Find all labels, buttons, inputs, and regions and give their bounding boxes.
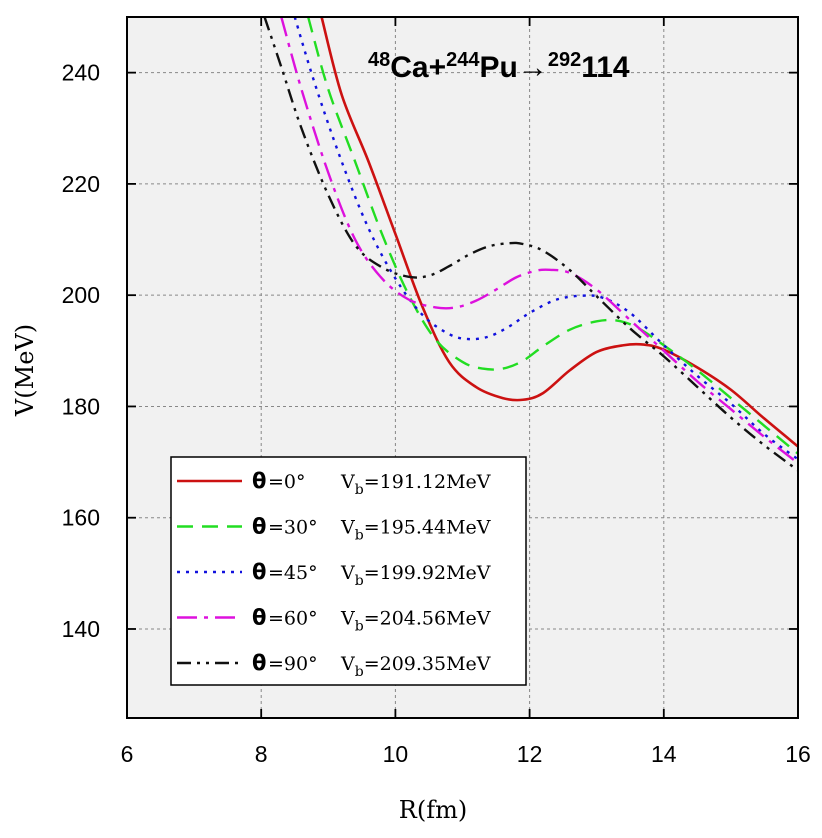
legend-v-symbol: V — [340, 471, 355, 493]
series-line-theta-0 — [320, 17, 798, 448]
y-tick-label: 240 — [62, 60, 100, 86]
axis-ticks: 6 8 10 12 14 16 140 160 180 200 220 240 — [62, 17, 811, 767]
legend-theta-symbol: θ — [252, 606, 266, 630]
plot-frame — [126, 16, 799, 719]
x-tick-label: 8 — [255, 741, 268, 767]
legend-v-subscript: b — [355, 573, 364, 589]
series-line-theta-30 — [307, 17, 798, 455]
chart-title: 48Ca+244Pu→292114 — [368, 49, 630, 84]
y-tick-label: 140 — [62, 616, 100, 642]
title-segment: Pu — [480, 51, 518, 84]
legend-v-symbol: V — [340, 562, 355, 584]
x-tick-label: 16 — [785, 741, 811, 767]
legend-v-subscript: b — [355, 619, 364, 635]
y-tick-label: 200 — [62, 282, 100, 308]
legend-barrier-label: Vb=209.35MeV — [340, 653, 491, 680]
legend-theta-symbol: θ — [252, 651, 266, 675]
y-tick-label: 220 — [62, 171, 100, 197]
legend-theta-symbol: θ — [252, 469, 266, 493]
title-superscript: 244 — [446, 49, 480, 71]
title-superscript: 292 — [548, 49, 581, 71]
legend-barrier-value: =204.56MeV — [364, 608, 491, 630]
y-axis-title: V(MeV) — [11, 324, 39, 417]
legend-v-symbol: V — [340, 653, 355, 675]
legend-barrier-label: Vb=191.12MeV — [340, 471, 491, 498]
legend-barrier-value: =209.35MeV — [364, 653, 491, 675]
legend-angle: =0° — [268, 471, 306, 493]
legend-box — [170, 456, 527, 686]
series-layer — [263, 17, 798, 472]
legend-v-subscript: b — [355, 664, 364, 680]
title-segment: 114 — [581, 51, 630, 84]
legend-angle: =60° — [268, 608, 318, 630]
series-line-theta-60 — [280, 17, 798, 465]
legend-barrier-label: Vb=199.92MeV — [340, 562, 491, 589]
x-tick-label: 6 — [121, 741, 134, 767]
legend-theta-symbol: θ — [252, 515, 266, 539]
x-axis-title: R(fm) — [399, 796, 467, 824]
legend-barrier-value: =195.44MeV — [364, 517, 491, 539]
legend-barrier-value: =199.92MeV — [364, 562, 491, 584]
legend-v-symbol: V — [340, 608, 355, 630]
legend-theta-symbol: θ — [252, 560, 266, 584]
x-tick-label: 12 — [517, 741, 543, 767]
legend-v-subscript: b — [355, 482, 364, 498]
legend-angle: =45° — [268, 562, 318, 584]
legend-barrier-label: Vb=204.56MeV — [340, 608, 491, 635]
grid — [127, 17, 798, 718]
x-tick-label: 10 — [383, 741, 409, 767]
title-superscript: 48 — [368, 49, 390, 71]
legend-barrier-label: Vb=195.44MeV — [340, 517, 491, 544]
x-tick-label: 14 — [651, 741, 677, 767]
legend-v-subscript: b — [355, 528, 364, 544]
legend-angle: =90° — [268, 653, 318, 675]
y-tick-label: 160 — [62, 505, 100, 531]
legend-barrier-value: =191.12MeV — [364, 471, 491, 493]
legend-angle: =30° — [268, 517, 318, 539]
title-segment: → — [518, 51, 548, 84]
y-tick-label: 180 — [62, 393, 100, 419]
legend-v-symbol: V — [340, 517, 355, 539]
title-segment: Ca+ — [390, 51, 446, 84]
series-line-theta-45 — [293, 17, 798, 461]
